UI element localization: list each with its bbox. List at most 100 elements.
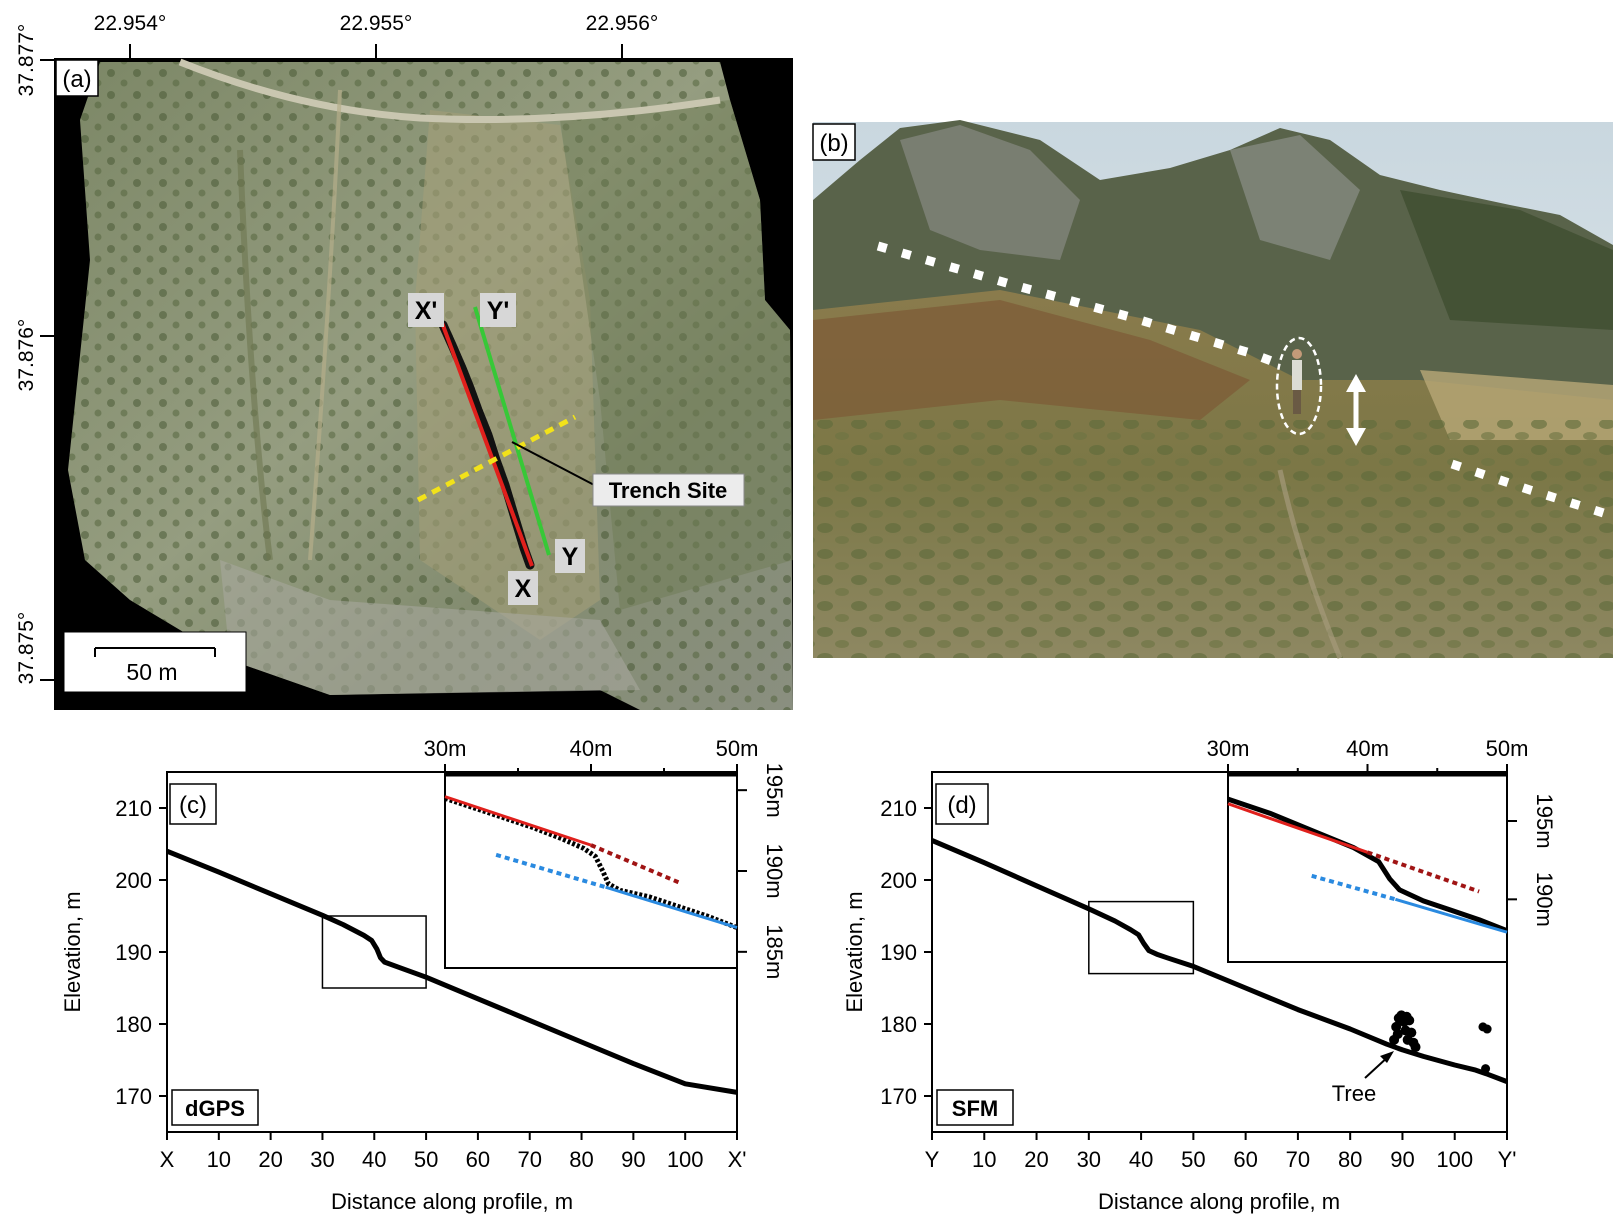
- ytick-label: 180: [880, 1012, 917, 1037]
- xtick-label: 10: [972, 1147, 996, 1172]
- inset-ytick-label: 185m: [762, 924, 787, 979]
- profile-line-x: [439, 319, 534, 567]
- outlier-point: [1482, 1024, 1492, 1034]
- panel-d: Y 10 20 30 40 50 60 70 80 90 100 Y' 170 …: [842, 736, 1557, 1214]
- plot-d-xtick-labels: Y 10 20 30 40 50 60 70 80 90 100 Y': [925, 1147, 1517, 1172]
- inset-ytick-label: 190m: [762, 843, 787, 898]
- panel-a-label: (a): [62, 66, 91, 93]
- ytick-label: 170: [880, 1084, 917, 1109]
- scale-bar-label: 50 m: [126, 659, 177, 685]
- marker-yp-box: [480, 293, 516, 327]
- xtick-label: 90: [1390, 1147, 1414, 1172]
- lat-tick-label: 37.875°: [15, 612, 38, 685]
- xtick-label: 90: [621, 1147, 645, 1172]
- xtick-label: 80: [569, 1147, 593, 1172]
- plot-c-ticks: [159, 807, 738, 1140]
- panel-b-label-box: [812, 123, 856, 161]
- xtick-label: 70: [1286, 1147, 1310, 1172]
- xtick-label: 40: [362, 1147, 386, 1172]
- inset-profile-c: [444, 795, 738, 930]
- outlier-points-d: [1478, 1022, 1492, 1074]
- marker-x: X: [515, 575, 532, 603]
- tree-point: [1410, 1042, 1421, 1053]
- panel-d-label-box: [935, 783, 989, 825]
- inset-fit-lower-projection-d: [1311, 873, 1396, 902]
- inset-c-ytick-labels: 195m 190m 185m: [762, 763, 787, 980]
- inset-d-ytick-labels: 195m 190m: [1532, 793, 1557, 926]
- inset-xtick-label: 50m: [1486, 736, 1529, 761]
- method-label-d: SFM: [952, 1096, 998, 1121]
- y-axis-title-d: Elevation, m: [842, 891, 867, 1012]
- ytick-label: 200: [115, 868, 152, 893]
- inset-fit-upper-solid-d: [1227, 802, 1368, 854]
- aerial-orthophoto: [68, 58, 793, 710]
- xtick-label: 40: [1129, 1147, 1153, 1172]
- inset-fit-upper-projection-c: [590, 843, 680, 885]
- tree-points-d: [1389, 1010, 1421, 1053]
- inset-profile-d: [1227, 796, 1508, 934]
- ytick-label: 190: [880, 940, 917, 965]
- marker-xp-box: [408, 293, 444, 327]
- inset-xtick-label: 50m: [716, 736, 759, 761]
- tree-point: [1404, 1015, 1415, 1026]
- inset-xtick-label: 40m: [570, 736, 613, 761]
- panel-c: X 10 20 30 40 50 60 70 80 90 100 X' 170 …: [60, 736, 787, 1214]
- xtick-label: 100: [667, 1147, 704, 1172]
- inset-ytick-label: 195m: [1532, 793, 1557, 848]
- ytick-label: 210: [880, 796, 917, 821]
- xtick-label: 60: [1233, 1147, 1257, 1172]
- scale-bar-box: [63, 631, 247, 693]
- panel-b: (b): [812, 120, 1613, 659]
- xtick-label: 80: [1338, 1147, 1362, 1172]
- xtick-label: 50: [1181, 1147, 1205, 1172]
- panel-b-label: (b): [819, 130, 848, 157]
- inset-d-ticks: [1227, 764, 1517, 901]
- panel-d-label: (d): [947, 792, 976, 819]
- plot-d-ytick-labels: 170 180 190 200 210: [880, 796, 917, 1109]
- inset-xtick-label: 40m: [1346, 736, 1389, 761]
- inset-xtick-label: 30m: [1207, 736, 1250, 761]
- xtick-label: X': [728, 1147, 747, 1172]
- xtick-label: 50: [414, 1147, 438, 1172]
- x-axis-title-c: Distance along profile, m: [331, 1189, 573, 1214]
- inset-c-ticks: [444, 764, 747, 953]
- marker-x-box: [508, 571, 538, 605]
- scale-bar: [94, 647, 216, 657]
- lon-tick-label: 22.955°: [340, 12, 413, 35]
- fault-scarp-line-continued: [1450, 459, 1613, 521]
- lon-tick-label: 22.956°: [586, 12, 659, 35]
- lon-tick-label: 22.954°: [94, 12, 167, 35]
- inset-d-xtick-labels: 30m 40m 50m: [1207, 736, 1529, 761]
- xtick-label: X: [160, 1147, 175, 1172]
- trench-callout-leader: [511, 441, 599, 488]
- xtick-label: 30: [310, 1147, 334, 1172]
- plot-c-xtick-labels: X 10 20 30 40 50 60 70 80 90 100 X': [160, 1147, 747, 1172]
- method-label-box-d: [936, 1089, 1014, 1126]
- x-axis-title-d: Distance along profile, m: [1098, 1189, 1340, 1214]
- inset-fit-lower-projection-c: [495, 852, 607, 890]
- xtick-label: 100: [1436, 1147, 1473, 1172]
- trench-callout-box: [592, 473, 745, 507]
- panel-a-label-box: [55, 59, 99, 97]
- longitude-axis: 22.954° 22.955° 22.956°: [94, 12, 659, 58]
- panel-c-label: (c): [179, 792, 207, 819]
- person-highlight-ellipse: [1275, 336, 1323, 436]
- y-axis-title-c: Elevation, m: [60, 891, 85, 1012]
- inset-fit-lower-solid-c: [605, 885, 738, 930]
- zoom-box-d: [1088, 900, 1195, 975]
- xtick-label: 70: [517, 1147, 541, 1172]
- tree-point: [1392, 1029, 1403, 1040]
- plot-c-ytick-labels: 170 180 190 200 210: [115, 796, 152, 1109]
- inset-frame-d: [1227, 773, 1508, 963]
- panel-c-label-box: [169, 783, 217, 825]
- ytick-label: 190: [115, 940, 152, 965]
- xtick-label: 20: [258, 1147, 282, 1172]
- zoom-box-c: [321, 915, 427, 989]
- marker-xp: X': [415, 297, 438, 325]
- marker-y: Y: [562, 543, 579, 571]
- lat-tick-label: 37.876°: [15, 319, 38, 392]
- outlier-point: [1481, 1064, 1491, 1074]
- panel-a: 22.954° 22.955° 22.956° 37.877° 37.876° …: [15, 12, 793, 710]
- inset-frame-c: [444, 773, 738, 969]
